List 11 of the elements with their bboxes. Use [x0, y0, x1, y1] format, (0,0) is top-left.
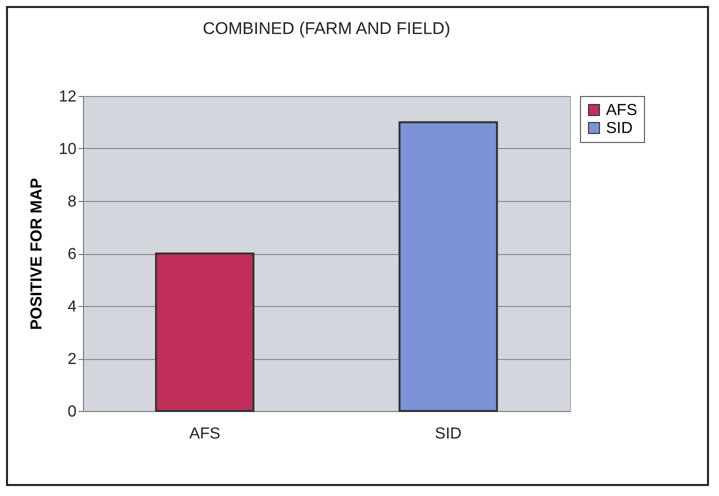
legend-label: AFS [606, 102, 638, 119]
legend-label: SID [606, 120, 633, 137]
y-tick-label: 12 [58, 88, 77, 106]
y-tick-label: 0 [68, 404, 77, 420]
y-tick-label: 2 [68, 351, 77, 368]
y-tick-label: 8 [68, 194, 77, 210]
y-axis-title: POSITIVE FOR MAP [28, 178, 46, 330]
chart-title: COMBINED (FARM AND FIELD) [202, 19, 450, 38]
y-tick-label: 4 [68, 298, 77, 316]
y-tick-label: 10 [58, 141, 77, 158]
y-tick-label: 6 [68, 246, 77, 263]
